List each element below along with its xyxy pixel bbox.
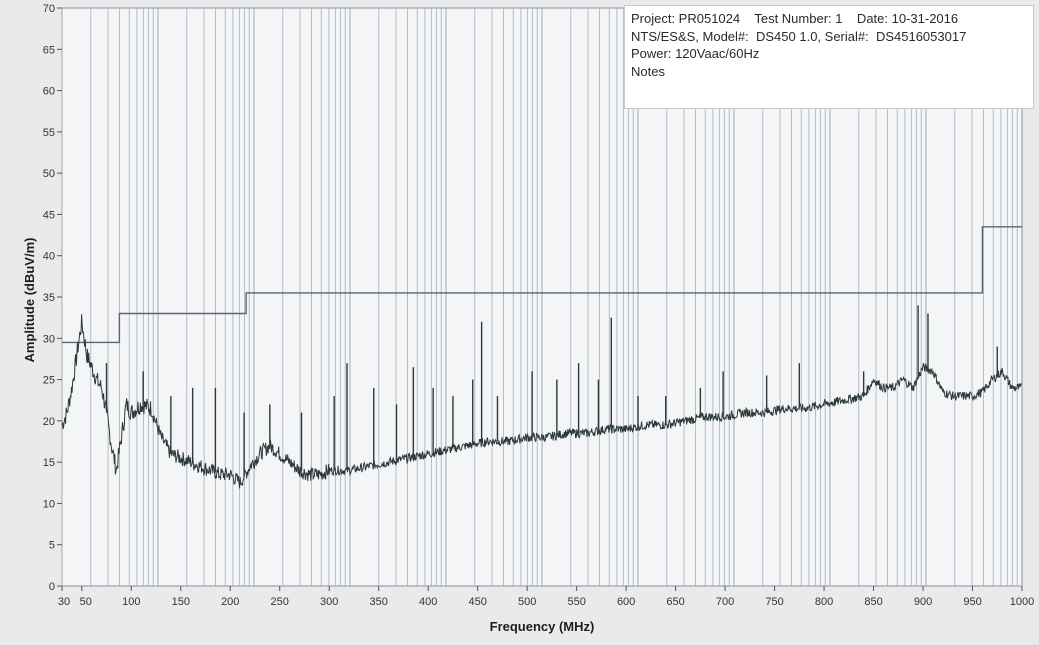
x-tick-label: 100 — [122, 596, 140, 608]
x-tick-label: 400 — [419, 596, 437, 608]
limit-polyline — [62, 226, 1022, 344]
axes: 0 5 10 15 20 25 30 35 40 45 50 55 60 65 70 30 50 100 150 20… — [43, 3, 1034, 608]
y-axis-label: Amplitude (dBuV/m) — [22, 238, 37, 363]
x-tick-label: 450 — [468, 596, 486, 608]
x-tick-label: 1000 — [1010, 596, 1034, 608]
y-tick-label: 25 — [43, 375, 55, 387]
x-tick-label: 850 — [864, 596, 882, 608]
y-tick-label: 5 — [49, 540, 55, 552]
y-tick-label: 35 — [43, 292, 55, 304]
trace-polyline — [61, 314, 1022, 489]
y-tick-label: 60 — [43, 86, 55, 98]
x-tick-label: 650 — [666, 596, 684, 608]
x-tick-label: 600 — [617, 596, 635, 608]
y-tick-label: 40 — [43, 251, 55, 263]
x-tick-label: 750 — [765, 596, 783, 608]
x-tick-label: 700 — [716, 596, 734, 608]
y-tick-label: 20 — [43, 416, 55, 428]
x-tick-label: 300 — [320, 596, 338, 608]
x-tick-label: 550 — [567, 596, 585, 608]
y-tick-label: 45 — [43, 209, 55, 221]
notes-line: Notes — [631, 63, 665, 79]
y-tick-label: 15 — [43, 457, 55, 469]
x-tick-label: 250 — [271, 596, 289, 608]
x-tick-label: 350 — [370, 596, 388, 608]
x-tick-label: 150 — [172, 596, 190, 608]
y-tick-label: 55 — [43, 127, 55, 139]
y-tick-label: 50 — [43, 168, 55, 180]
x-tick-label: 50 — [80, 596, 92, 608]
power-line: Power: 120Vaac/60Hz — [631, 46, 760, 61]
y-tick-label: 0 — [49, 581, 55, 593]
x-tick-label: 800 — [815, 596, 833, 608]
y-tick-label: 65 — [43, 44, 55, 56]
x-tick-label: 950 — [963, 596, 981, 608]
y-tick-label: 30 — [43, 333, 55, 345]
emission-trace — [61, 305, 1022, 489]
limit-line — [62, 226, 1022, 344]
model-line: NTS/ES&S, Model#: DS450 1.0, Serial#: DS… — [631, 28, 967, 44]
x-tick-label: 900 — [914, 596, 932, 608]
y-tick-label: 10 — [43, 498, 55, 510]
y-tick-label: 70 — [43, 3, 55, 15]
test-info-box: Project: PR051024 Test Number: 1 Date: 1… — [624, 5, 1034, 109]
x-tick-label: 30 — [58, 596, 70, 608]
x-tick-label: 200 — [221, 596, 239, 608]
project-line: Project: PR051024 Test Number: 1 Date: 1… — [631, 11, 959, 26]
x-tick-label: 500 — [518, 596, 536, 608]
x-axis-label: Frequency (MHz) — [490, 619, 595, 634]
